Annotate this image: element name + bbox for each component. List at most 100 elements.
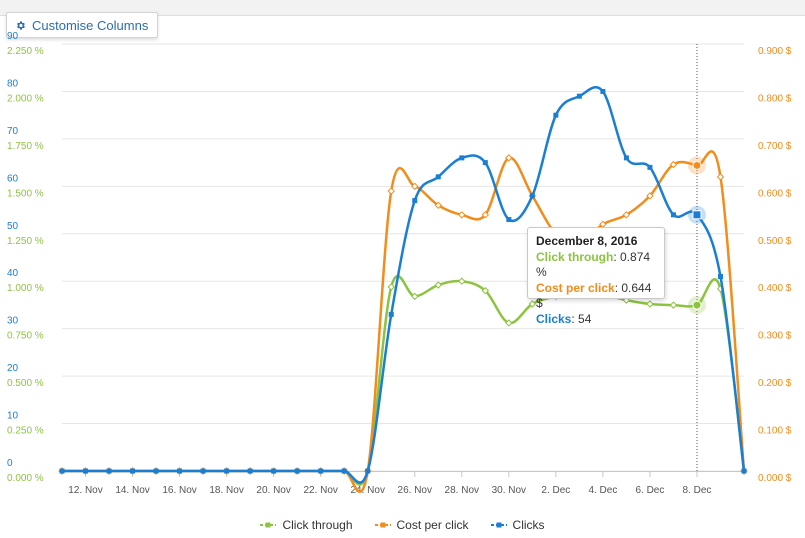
data-point-clicks bbox=[271, 468, 277, 474]
x-tick-label: 8. Dec bbox=[683, 485, 712, 496]
y-tick-label-cost-per-click: 0.700 $ bbox=[758, 141, 792, 152]
y-tick-label-clicks: 10 bbox=[7, 411, 19, 422]
data-point-clicks bbox=[388, 311, 394, 317]
data-point-cost-per-click bbox=[716, 173, 725, 181]
y-tick-label-clicks: 80 bbox=[7, 78, 19, 89]
highlight-point-cost-per-click bbox=[692, 160, 702, 170]
data-point-clicks bbox=[83, 468, 89, 474]
x-tick-label: 28. Nov bbox=[445, 485, 479, 496]
tooltip-value-clicks: : 54 bbox=[571, 311, 592, 326]
x-tick-label: 30. Nov bbox=[492, 485, 526, 496]
y-tick-label-clicks: 60 bbox=[7, 173, 19, 184]
data-point-clicks bbox=[623, 155, 629, 161]
x-tick-label: 20. Nov bbox=[256, 485, 290, 496]
tooltip-label-clicks: Clicks bbox=[536, 311, 572, 326]
customise-columns-label: Customise Columns bbox=[32, 17, 149, 33]
legend-swatch-cost-per-click bbox=[374, 520, 391, 530]
chart-legend: Click through Cost per click Clicks bbox=[0, 515, 805, 535]
tooltip-row-click-through: Click through: 0.874 % bbox=[536, 250, 656, 281]
y-tick-label-clicks: 70 bbox=[7, 126, 19, 137]
data-point-cost-per-click bbox=[622, 211, 631, 219]
y-tick-label-clicks: 90 bbox=[7, 31, 19, 42]
data-point-cost-per-click bbox=[434, 201, 442, 210]
data-point-clicks bbox=[224, 468, 230, 474]
data-point-clicks bbox=[600, 88, 606, 94]
legend-swatch-click-through bbox=[260, 520, 277, 530]
legend-label-click-through: Click through bbox=[282, 518, 353, 532]
data-point-clicks bbox=[247, 468, 253, 474]
y-tick-label-cost-per-click: 0.100 $ bbox=[758, 426, 792, 437]
y-tick-label-click-through: 1.500 % bbox=[7, 188, 44, 199]
data-point-clicks bbox=[435, 174, 441, 180]
x-axis: 12. Nov 14. Nov 16. Nov 18. Nov 20. Nov 22. N… bbox=[68, 471, 711, 496]
legend-item-clicks[interactable]: Clicks bbox=[490, 515, 545, 535]
x-tick-label: 2. Dec bbox=[541, 485, 570, 496]
data-point-clicks bbox=[106, 468, 112, 474]
y-tick-label-click-through: 1.250 % bbox=[7, 236, 44, 247]
legend-item-cost-per-click[interactable]: Cost per click bbox=[374, 515, 469, 535]
x-tick-label: 18. Nov bbox=[209, 485, 243, 496]
data-point-clicks bbox=[318, 468, 324, 474]
y-tick-label-click-through: 1.000 % bbox=[7, 283, 44, 294]
data-point-click-through bbox=[646, 300, 654, 308]
y-tick-label-click-through: 2.250 % bbox=[7, 46, 44, 57]
data-point-click-through bbox=[481, 287, 490, 295]
tooltip-row-clicks: Clicks: 54 bbox=[536, 312, 656, 328]
y-tick-label-cost-per-click: 0.400 $ bbox=[758, 283, 792, 294]
legend-label-cost-per-click: Cost per click bbox=[396, 518, 469, 532]
y-tick-label-clicks: 0 bbox=[7, 458, 13, 469]
top-bar bbox=[0, 0, 805, 16]
y-tick-label-clicks: 30 bbox=[7, 316, 19, 327]
data-point-clicks bbox=[576, 93, 582, 99]
y-tick-label-clicks: 40 bbox=[7, 268, 19, 279]
tooltip-label-cost-per-click: Cost per click bbox=[536, 280, 615, 295]
tooltip-value-cost-per-click: : 0.644 $ bbox=[536, 280, 652, 311]
data-point-clicks bbox=[153, 468, 159, 474]
data-point-clicks bbox=[365, 468, 371, 474]
x-tick-label: 14. Nov bbox=[115, 485, 149, 496]
y-tick-label-click-through: 0.000 % bbox=[7, 473, 44, 484]
customise-columns-button[interactable]: Customise Columns bbox=[6, 12, 159, 38]
highlight-point-click-through bbox=[692, 300, 702, 310]
y-axes: 0 0.000 % 0.000 $ 10 0.250 % 0.100 $ 20 0.500 %… bbox=[7, 31, 792, 484]
x-tick-label: 22. Nov bbox=[303, 485, 337, 496]
data-point-clicks bbox=[506, 217, 512, 223]
chart-series bbox=[58, 86, 748, 493]
y-tick-label-click-through: 1.750 % bbox=[7, 141, 44, 152]
x-tick-label: 24. Nov bbox=[350, 485, 384, 496]
legend-swatch-clicks bbox=[490, 520, 507, 530]
data-point-clicks bbox=[647, 164, 653, 170]
y-tick-label-cost-per-click: 0.000 $ bbox=[758, 473, 792, 484]
data-point-clicks bbox=[200, 468, 206, 474]
legend-item-click-through[interactable]: Click through bbox=[260, 515, 353, 535]
y-tick-label-cost-per-click: 0.200 $ bbox=[758, 378, 792, 389]
data-point-clicks bbox=[177, 468, 183, 474]
y-tick-label-clicks: 20 bbox=[7, 363, 19, 374]
x-tick-label: 4. Dec bbox=[588, 485, 617, 496]
data-point-clicks bbox=[412, 198, 418, 204]
data-point-cost-per-click bbox=[505, 154, 513, 162]
x-tick-label: 12. Nov bbox=[68, 485, 102, 496]
data-point-clicks bbox=[529, 193, 535, 199]
data-point-cost-per-click bbox=[387, 187, 395, 195]
x-tick-label: 6. Dec bbox=[635, 485, 664, 496]
y-tick-label-cost-per-click: 0.300 $ bbox=[758, 331, 792, 342]
data-point-clicks bbox=[670, 212, 676, 218]
y-tick-label-clicks: 50 bbox=[7, 221, 19, 232]
chart-tooltip: December 8, 2016 Click through: 0.874 % … bbox=[527, 227, 665, 326]
data-point-clicks bbox=[482, 160, 488, 166]
data-point-clicks bbox=[741, 468, 747, 474]
data-point-click-through bbox=[434, 281, 442, 289]
data-point-click-through bbox=[411, 292, 419, 301]
data-point-cost-per-click bbox=[411, 182, 419, 191]
data-point-click-through bbox=[387, 283, 395, 291]
data-point-clicks bbox=[717, 273, 723, 279]
data-point-clicks bbox=[341, 468, 347, 474]
y-tick-label-click-through: 0.750 % bbox=[7, 331, 44, 342]
x-tick-label: 26. Nov bbox=[398, 485, 432, 496]
data-point-clicks bbox=[553, 112, 559, 118]
tooltip-date: December 8, 2016 bbox=[536, 234, 638, 248]
highlight-point-clicks bbox=[692, 210, 702, 220]
data-point-clicks bbox=[59, 468, 65, 474]
